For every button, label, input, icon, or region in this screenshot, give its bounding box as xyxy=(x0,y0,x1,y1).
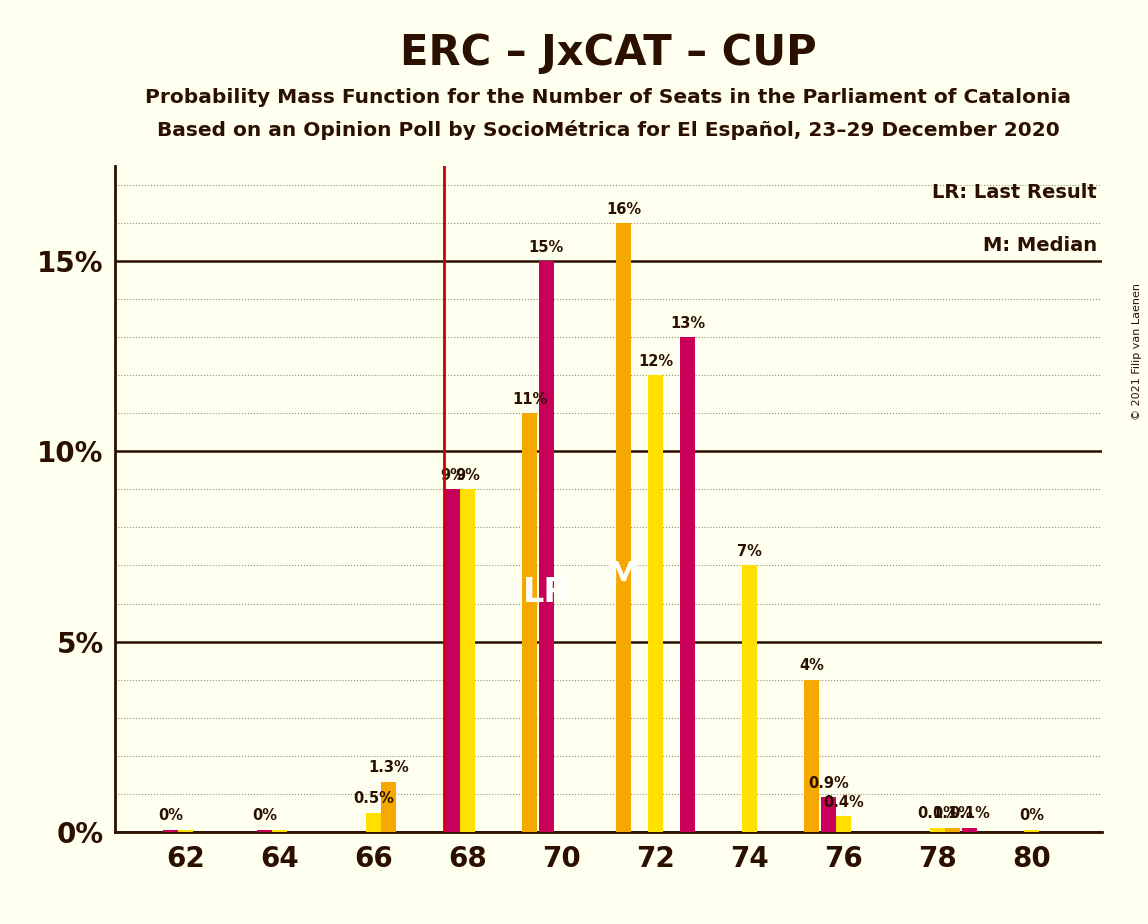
Text: 0.1%: 0.1% xyxy=(949,806,990,821)
Bar xyxy=(804,679,819,832)
Bar xyxy=(742,565,757,832)
Bar xyxy=(444,490,460,832)
Text: 12%: 12% xyxy=(638,354,673,369)
Bar xyxy=(272,830,287,832)
Bar xyxy=(647,375,664,832)
Text: LR: LR xyxy=(522,576,569,609)
Bar xyxy=(366,812,381,832)
Text: ERC – JxCAT – CUP: ERC – JxCAT – CUP xyxy=(400,32,817,74)
Bar xyxy=(460,490,475,832)
Bar xyxy=(945,828,960,832)
Text: 11%: 11% xyxy=(512,392,548,407)
Text: M: M xyxy=(607,560,641,592)
Text: 0.1%: 0.1% xyxy=(932,806,974,821)
Text: 1.3%: 1.3% xyxy=(369,760,409,775)
Bar xyxy=(522,413,537,832)
Text: 0.4%: 0.4% xyxy=(823,795,864,809)
Bar xyxy=(616,224,631,832)
Bar xyxy=(821,797,836,832)
Bar xyxy=(680,337,695,832)
Text: 0.9%: 0.9% xyxy=(808,775,848,791)
Text: LR: Last Result: LR: Last Result xyxy=(932,183,1097,202)
Text: Probability Mass Function for the Number of Seats in the Parliament of Catalonia: Probability Mass Function for the Number… xyxy=(146,88,1071,107)
Bar xyxy=(1024,830,1039,832)
Text: 16%: 16% xyxy=(606,201,641,216)
Text: 9%: 9% xyxy=(455,468,480,482)
Text: M: Median: M: Median xyxy=(983,237,1097,255)
Bar xyxy=(538,261,553,832)
Text: © 2021 Filip van Laenen: © 2021 Filip van Laenen xyxy=(1132,283,1142,419)
Text: 0.5%: 0.5% xyxy=(352,791,394,806)
Text: 0%: 0% xyxy=(157,808,183,823)
Bar xyxy=(962,828,977,832)
Text: 0%: 0% xyxy=(1019,808,1044,823)
Bar xyxy=(178,830,193,832)
Bar xyxy=(163,830,178,832)
Text: Based on an Opinion Poll by SocioMétrica for El Español, 23–29 December 2020: Based on an Opinion Poll by SocioMétrica… xyxy=(157,120,1060,140)
Text: 0.1%: 0.1% xyxy=(917,806,957,821)
Text: 7%: 7% xyxy=(737,543,762,559)
Bar xyxy=(836,817,851,832)
Bar xyxy=(381,783,396,832)
Text: 15%: 15% xyxy=(529,239,564,254)
Text: 13%: 13% xyxy=(670,316,705,331)
Text: 4%: 4% xyxy=(799,658,824,673)
Text: 0%: 0% xyxy=(251,808,277,823)
Bar xyxy=(257,830,272,832)
Bar xyxy=(930,828,945,832)
Text: 9%: 9% xyxy=(440,468,465,482)
